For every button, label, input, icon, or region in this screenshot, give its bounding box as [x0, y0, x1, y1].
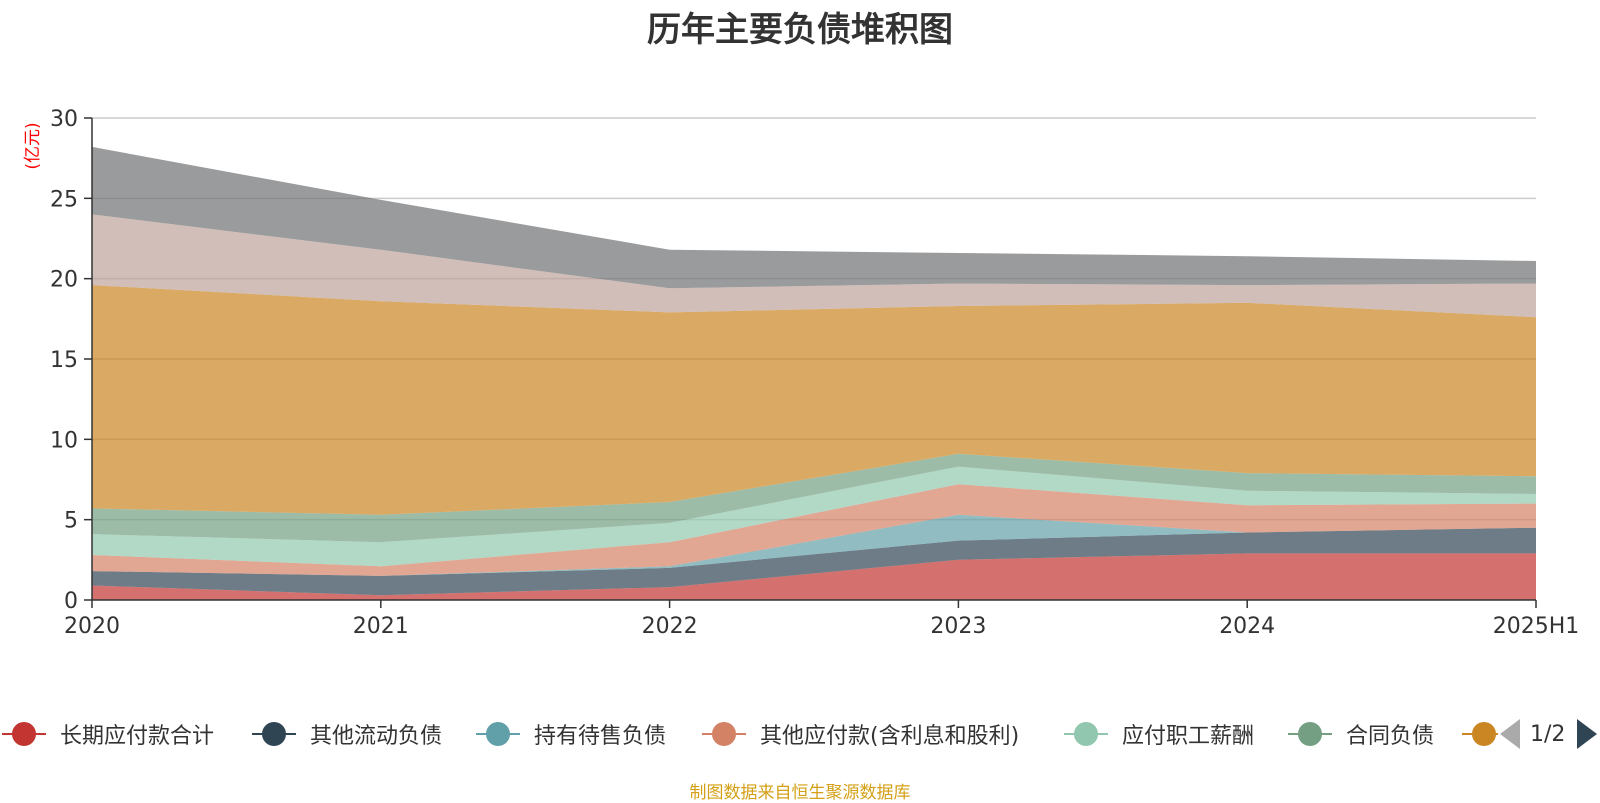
x-axis-ticks: 2020 2021 2022 2023 2024 2025H1	[64, 600, 1579, 639]
legend-item-partial[interactable]	[1460, 708, 1508, 760]
legend-marker-icon	[474, 722, 522, 746]
area-series-1	[92, 553, 1536, 600]
legend-page-indicator: 1/2	[1530, 721, 1566, 747]
area-series-4	[92, 484, 1536, 576]
legend-label: 合同负债	[1346, 724, 1435, 749]
area-series-5	[92, 466, 1536, 567]
legend-label: 应付职工薪酬	[1122, 724, 1255, 749]
x-tick-label: 2023	[930, 614, 986, 639]
area-series-8	[92, 214, 1536, 318]
y-tick-label: 0	[64, 589, 78, 614]
legend-item[interactable]: 应付职工薪酬	[1062, 708, 1254, 760]
legend-item[interactable]: 其他流动负债	[250, 708, 442, 760]
area-series-9	[92, 146, 1536, 289]
source-note: 制图数据来自恒生聚源数据库	[689, 783, 911, 803]
y-tick-label: 25	[50, 187, 78, 212]
legend-marker-icon	[0, 722, 48, 746]
y-tick-label: 20	[50, 268, 78, 293]
x-tick-label: 2021	[353, 614, 409, 639]
y-axis-ticks: 0 5 10 15 20 25 30	[50, 107, 92, 614]
legend-item[interactable]: 长期应付款合计	[0, 708, 214, 760]
y-tick-label: 30	[50, 107, 78, 132]
y-axis-unit-label: (亿元)	[23, 122, 43, 169]
y-tick-label: 5	[64, 509, 78, 534]
x-tick-label: 2022	[642, 614, 698, 639]
legend-marker-icon	[250, 722, 298, 746]
legend-marker-icon	[1460, 722, 1508, 746]
legend-label: 持有待售负债	[534, 724, 667, 749]
legend-marker-icon	[700, 722, 748, 746]
legend-item[interactable]: 其他应付款(含利息和股利)	[700, 708, 1019, 760]
x-tick-label: 2020	[64, 614, 120, 639]
x-tick-label: 2025H1	[1493, 614, 1580, 639]
legend-label: 其他应付款(含利息和股利)	[760, 724, 1020, 749]
legend-pager: 1/2	[1498, 714, 1600, 754]
area-series-7	[92, 285, 1536, 515]
area-series	[92, 146, 1536, 600]
chart-title: 历年主要负债堆积图	[647, 10, 953, 50]
area-series-2	[92, 527, 1536, 596]
legend-item[interactable]: 持有待售负债	[474, 708, 666, 760]
legend-item[interactable]: 合同负债	[1286, 708, 1434, 760]
legend-label: 其他流动负债	[310, 724, 443, 749]
legend-prev-page-icon[interactable]	[1500, 719, 1520, 749]
area-series-3	[92, 514, 1536, 576]
x-tick-label: 2024	[1219, 614, 1275, 639]
legend: 长期应付款合计 其他流动负债 持有待售负债 其他应付款(含利息和股利) 应付职工薪酬 合同…	[0, 708, 1600, 760]
y-tick-label: 15	[50, 348, 78, 373]
legend-marker-icon	[1286, 722, 1334, 746]
legend-label: 长期应付款合计	[60, 724, 215, 749]
area-series-6	[92, 453, 1536, 543]
legend-marker-icon	[1062, 722, 1110, 746]
y-tick-label: 10	[50, 428, 78, 453]
legend-next-page-icon[interactable]	[1577, 719, 1598, 749]
